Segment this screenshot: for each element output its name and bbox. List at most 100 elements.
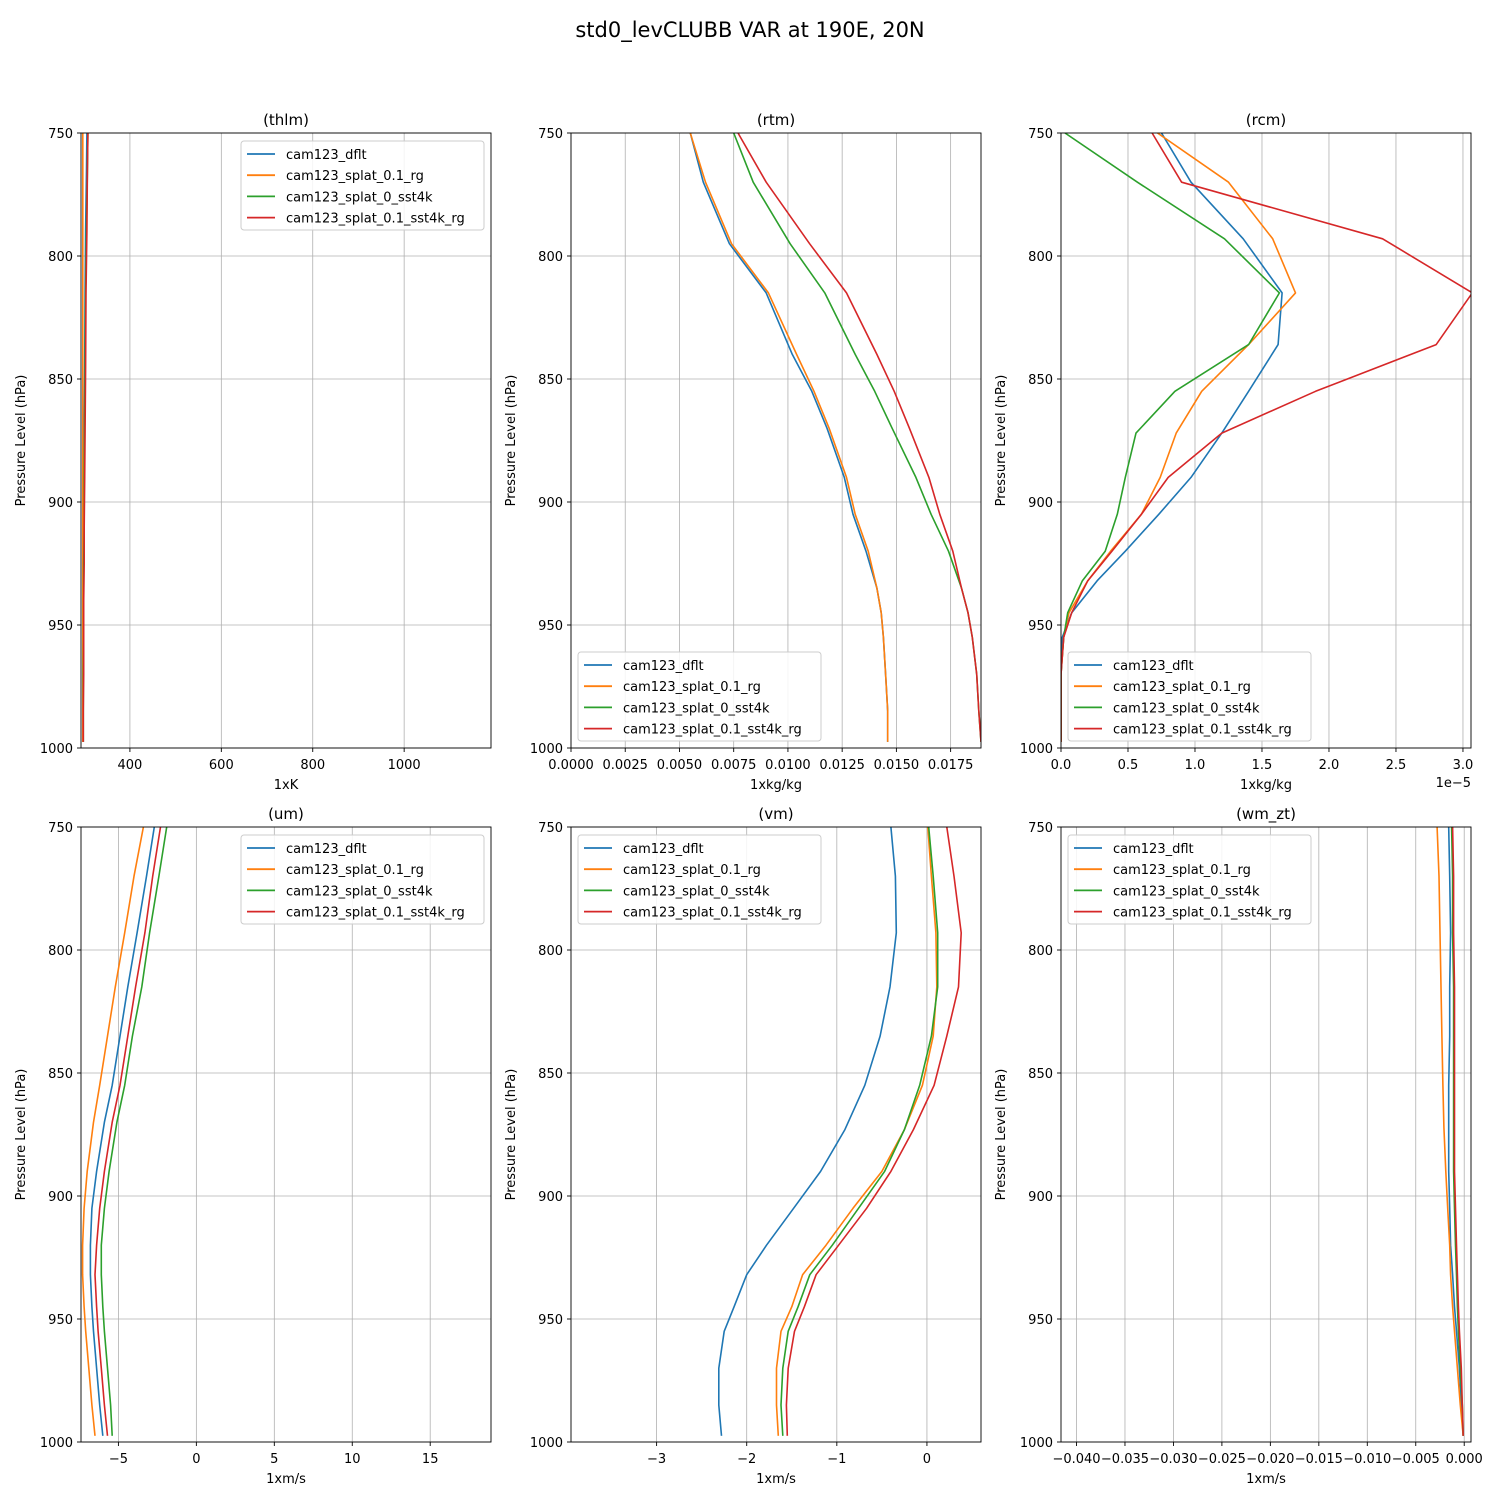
- series-line-cam123_dflt: [1447, 827, 1464, 1436]
- y-tick-label: 800: [1028, 944, 1053, 959]
- legend-label: cam123_dflt: [623, 659, 704, 674]
- legend-item-cam123_splat_0.1_rg: cam123_splat_0.1_rg: [1074, 680, 1251, 695]
- y-tick-label: 850: [538, 1067, 563, 1082]
- x-tick-label: −5: [109, 1452, 128, 1467]
- series-line-cam123_splat_0.1_rg: [1436, 827, 1464, 1436]
- legend-item-cam123_splat_0.1_sst4k_rg: cam123_splat_0.1_sst4k_rg: [1074, 906, 1292, 921]
- subplot-thlm: 400 600 800 1000 750 800 850 900 950 1000 (thlm) 1x…: [14, 111, 492, 793]
- y-tick-label: 900: [538, 1190, 563, 1205]
- legend-label: cam123_splat_0_sst4k: [286, 190, 433, 205]
- legend-item-cam123_splat_0.1_sst4k_rg: cam123_splat_0.1_sst4k_rg: [584, 723, 802, 738]
- legend-box: [1067, 834, 1312, 925]
- legend-item-cam123_splat_0.1_sst4k_rg: cam123_splat_0.1_sst4k_rg: [247, 906, 465, 921]
- x-tick-label: −0.035: [1101, 1452, 1149, 1467]
- x-tick-label: −0.020: [1246, 1452, 1294, 1467]
- legend-item-cam123_dflt: cam123_dflt: [1074, 659, 1194, 674]
- y-tick-label: 1000: [40, 1436, 73, 1451]
- legend-label: cam123_splat_0.1_rg: [286, 169, 424, 184]
- x-tick-label: −0.025: [1198, 1452, 1246, 1467]
- x-tick-label: 600: [209, 758, 234, 773]
- figure-title: std0_levCLUBB VAR at 190E, 20N: [575, 18, 924, 43]
- series-lines: [82, 133, 89, 742]
- series-lines: [81, 827, 168, 1436]
- y-tick-label: 850: [1028, 1067, 1053, 1082]
- y-tick-label: 1000: [1020, 1436, 1053, 1451]
- y-axis-label: Pressure Level (hPa): [504, 375, 519, 507]
- x-axis-label: 1xkg/kg: [750, 778, 802, 793]
- legend-item-cam123_splat_0_sst4k: cam123_splat_0_sst4k: [1074, 701, 1260, 716]
- axes-frame: [80, 132, 492, 749]
- x-axis-label: 1xkg/kg: [1240, 778, 1292, 793]
- legend-item-cam123_splat_0_sst4k: cam123_splat_0_sst4k: [584, 701, 770, 716]
- y-tick-label: 900: [48, 1190, 73, 1205]
- grid: [1061, 826, 1471, 1443]
- x-tick-label: 0.0000: [548, 758, 594, 773]
- axes-frame: [1060, 826, 1472, 1443]
- legend-label: cam123_splat_0_sst4k: [623, 701, 770, 716]
- x-tick-label: 0.0175: [928, 758, 974, 773]
- legend-box: [1067, 651, 1312, 742]
- subplot-title: (um): [268, 805, 304, 823]
- y-tick-label: 950: [48, 1313, 73, 1328]
- y-tick-label: 800: [538, 944, 563, 959]
- legend-label: cam123_splat_0.1_sst4k_rg: [286, 906, 465, 921]
- x-tick-label: 0.0100: [765, 758, 811, 773]
- y-tick-label: 900: [538, 496, 563, 511]
- series-line-cam123_splat_0.1_sst4k_rg: [785, 827, 963, 1436]
- y-axis-label: Pressure Level (hPa): [14, 1069, 29, 1201]
- legend-item-cam123_dflt: cam123_dflt: [584, 659, 704, 674]
- y-tick-label: 800: [48, 944, 73, 959]
- y-tick-label: 1000: [530, 742, 563, 757]
- x-tick-label: 0.0125: [819, 758, 865, 773]
- legend-label: cam123_splat_0_sst4k: [1113, 701, 1260, 716]
- y-axis-label: Pressure Level (hPa): [994, 1069, 1009, 1201]
- x-tick-label: 2.0: [1319, 758, 1340, 773]
- x-tick-label: 10: [344, 1452, 361, 1467]
- subplot-um: −5 0 5 10 15 750 800 850 900 950 1000 (um) 1xm/s Pres…: [14, 805, 492, 1487]
- y-axis-label: Pressure Level (hPa): [14, 375, 29, 507]
- x-axis-label: 1xm/s: [1246, 1472, 1286, 1487]
- legend-box: [240, 834, 485, 925]
- legend-item-cam123_splat_0_sst4k: cam123_splat_0_sst4k: [247, 884, 433, 899]
- axes-frame: [80, 826, 492, 1443]
- legend-box: [577, 651, 822, 742]
- y-tick-label: 850: [538, 373, 563, 388]
- legend-label: cam123_dflt: [1113, 659, 1194, 674]
- x-tick-label: 2.5: [1386, 758, 1407, 773]
- y-tick-label: 950: [538, 619, 563, 634]
- axes-frame: [1060, 132, 1472, 749]
- series-line-cam123_splat_0_sst4k: [100, 827, 168, 1436]
- legend-label: cam123_dflt: [286, 842, 367, 857]
- legend-item-cam123_splat_0.1_sst4k_rg: cam123_splat_0.1_sst4k_rg: [1074, 723, 1292, 738]
- x-tick-label: 1.5: [1252, 758, 1273, 773]
- y-tick-label: 950: [1028, 619, 1053, 634]
- x-tick-label: 0.0025: [602, 758, 648, 773]
- axes-frame: [570, 826, 982, 1443]
- series-line-cam123_splat_0.1_rg: [775, 827, 938, 1436]
- series-line-cam123_splat_0.1_sst4k_rg: [1061, 133, 1471, 742]
- y-tick-label: 850: [48, 1067, 73, 1082]
- y-tick-label: 800: [1028, 250, 1053, 265]
- x-axis-label: 1xm/s: [756, 1472, 796, 1487]
- legend: cam123_dflt cam123_splat_0.1_rg cam123_spl…: [240, 834, 485, 925]
- x-offset-label: 1e−5: [1436, 776, 1471, 791]
- x-tick-label: 5: [270, 1452, 278, 1467]
- y-tick-label: 750: [48, 821, 73, 836]
- series-line-cam123_splat_0.1_rg: [689, 133, 889, 742]
- x-tick-label: −0.030: [1149, 1452, 1197, 1467]
- legend-label: cam123_splat_0.1_sst4k_rg: [1113, 723, 1292, 738]
- legend-item-cam123_dflt: cam123_dflt: [247, 842, 367, 857]
- series-lines: [689, 133, 981, 742]
- legend-item-cam123_splat_0.1_sst4k_rg: cam123_splat_0.1_sst4k_rg: [584, 906, 802, 921]
- legend: cam123_dflt cam123_splat_0.1_rg cam123_spl…: [1067, 651, 1312, 742]
- legend-label: cam123_splat_0.1_sst4k_rg: [623, 723, 802, 738]
- series-line-cam123_splat_0.1_rg: [81, 827, 145, 1436]
- legend-label: cam123_splat_0.1_rg: [1113, 863, 1251, 878]
- y-tick-label: 1000: [530, 1436, 563, 1451]
- x-tick-label: −0.010: [1343, 1452, 1391, 1467]
- x-tick-label: 400: [117, 758, 142, 773]
- legend-item-cam123_splat_0.1_rg: cam123_splat_0.1_rg: [247, 863, 424, 878]
- x-axis-label: 1xK: [274, 778, 299, 793]
